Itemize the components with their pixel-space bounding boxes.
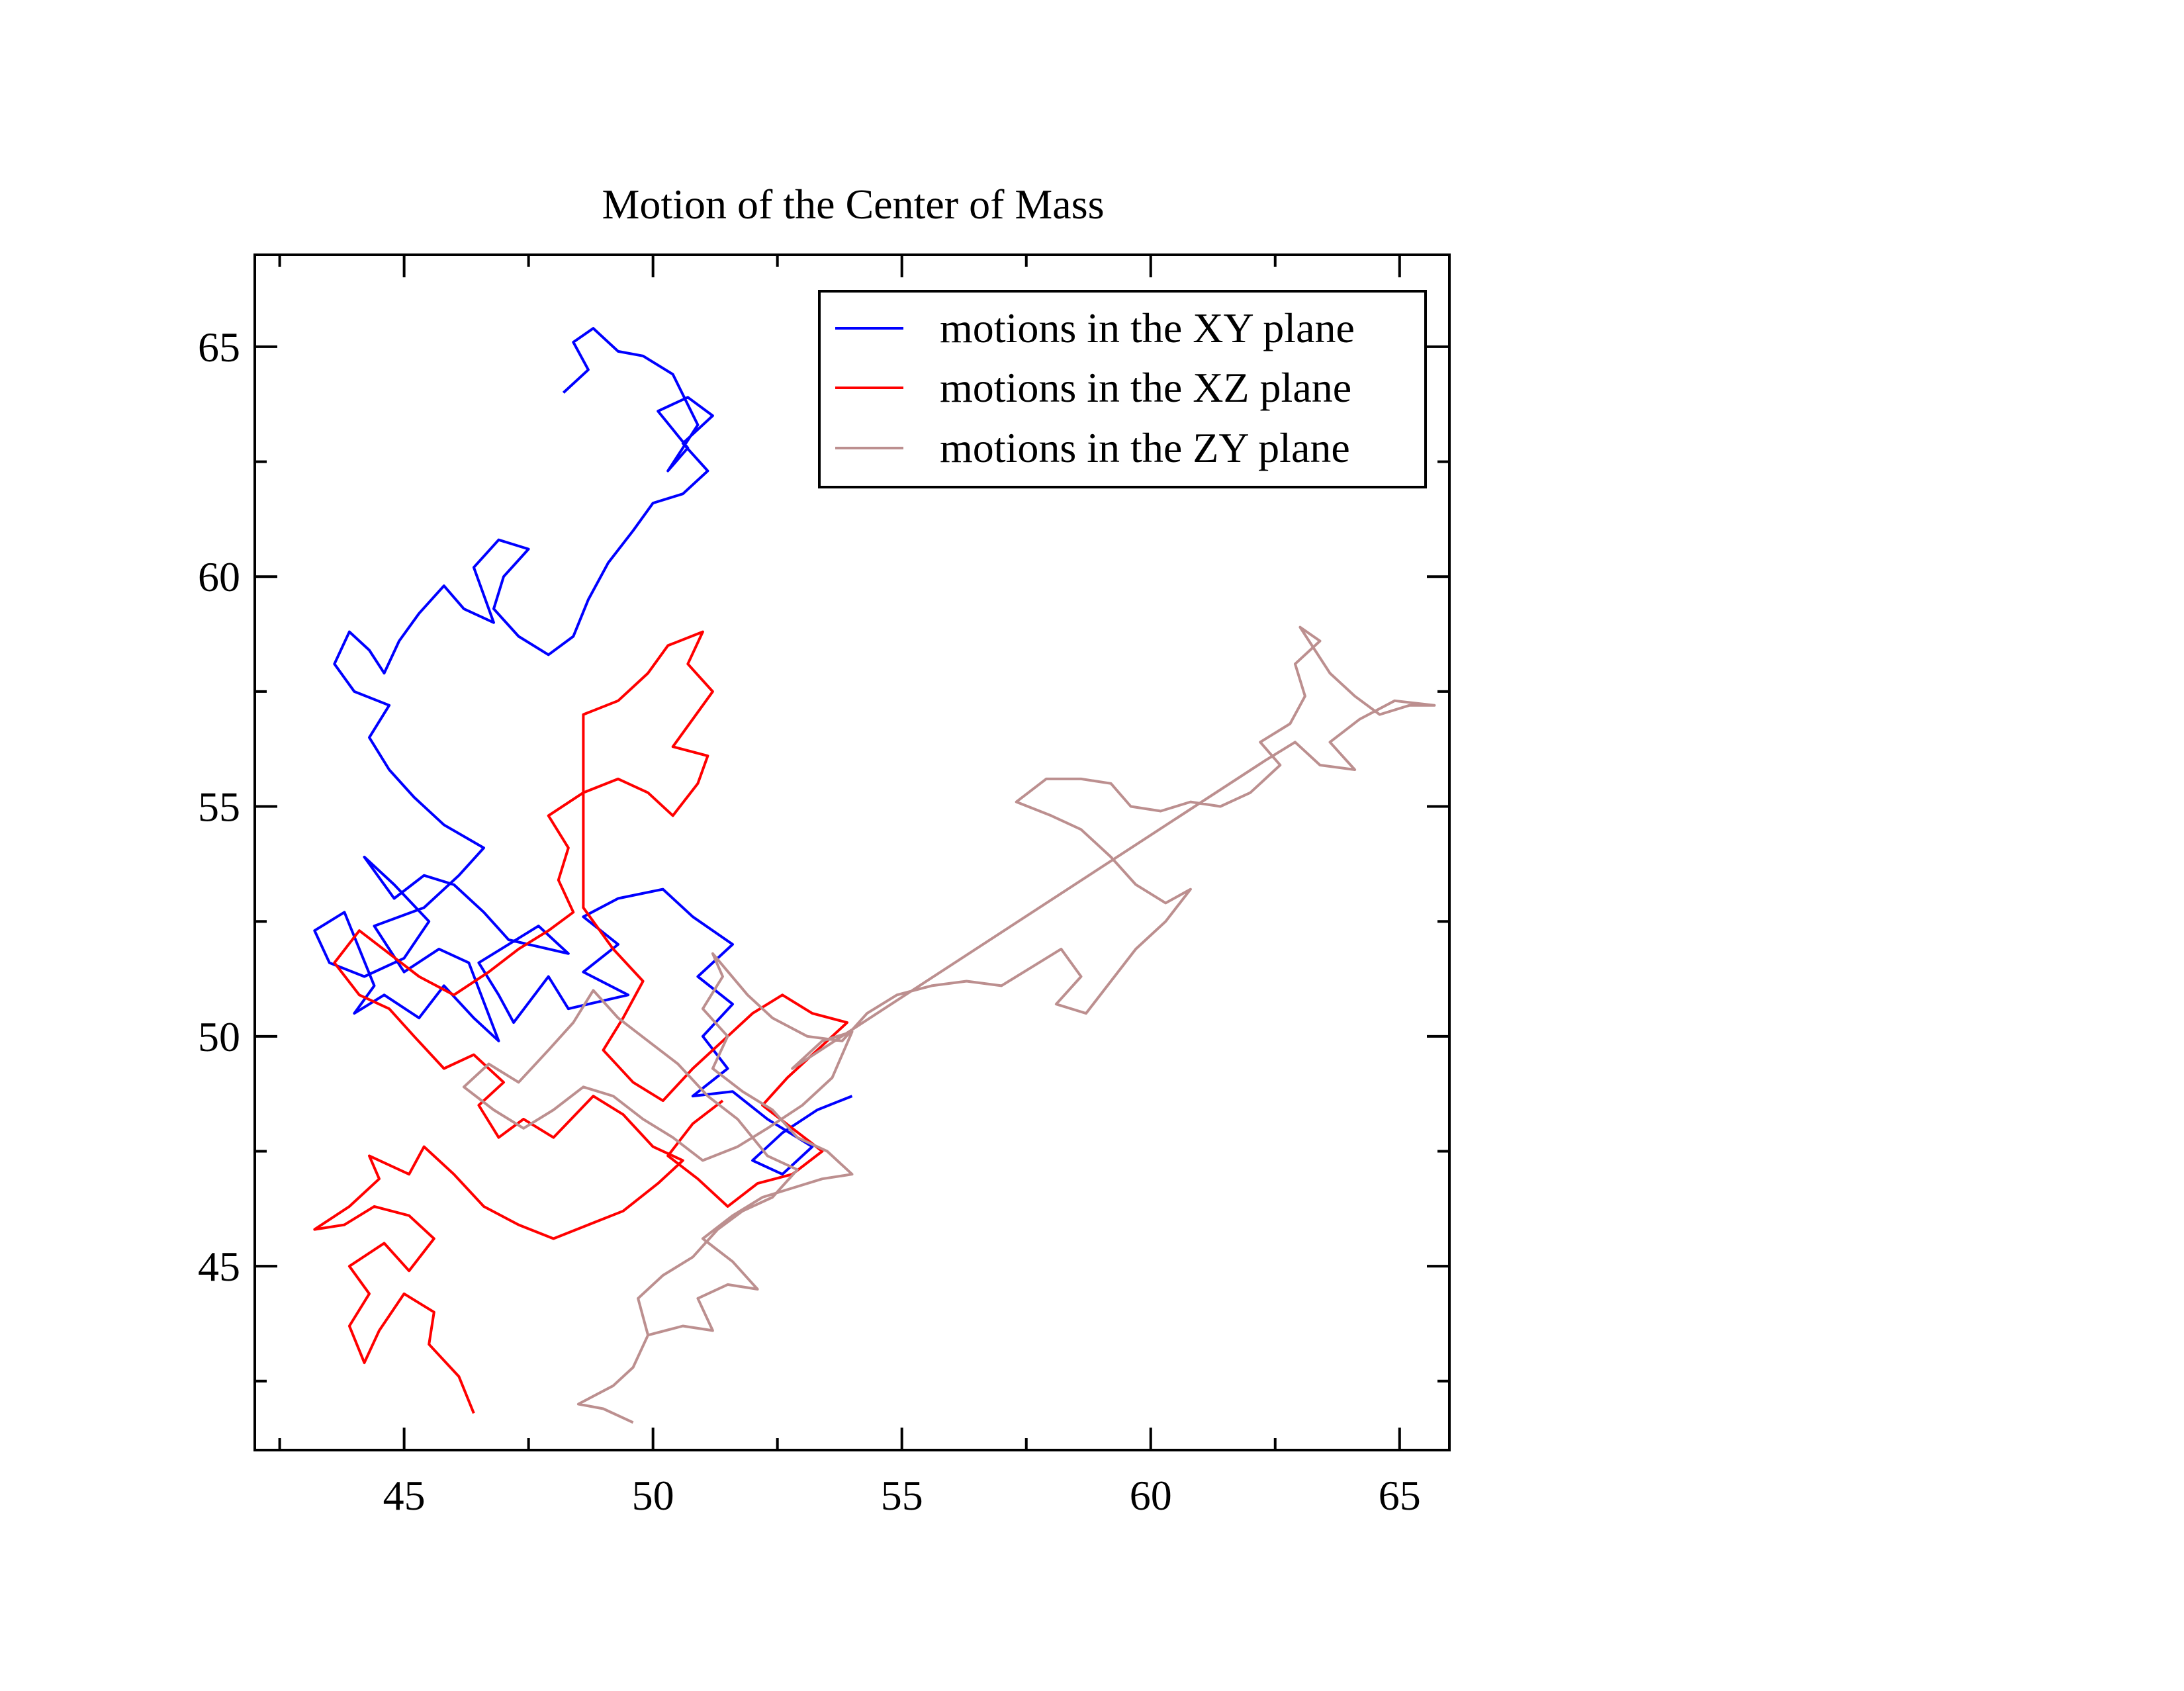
y-tick-label: 50	[198, 1013, 240, 1060]
x-tick-label: 55	[881, 1472, 923, 1519]
legend-box	[818, 290, 1427, 488]
series-line-2	[313, 630, 848, 1414]
series-layer	[313, 327, 1436, 1424]
y-tick-label: 45	[198, 1243, 240, 1290]
chart-title: Motion of the Center of Mass	[602, 181, 1105, 228]
legend-label-xz: motions in the XZ plane	[940, 364, 1351, 411]
x-tick-label: 45	[383, 1472, 426, 1519]
series-line-3	[462, 625, 1436, 1424]
axis-layer: 45 50 55 60 65 45 50 55 60 65	[198, 255, 1449, 1519]
y-tick-label: 65	[198, 324, 240, 371]
x-tick-label: 50	[632, 1472, 674, 1519]
series-line-1	[313, 327, 853, 1176]
legend-label-xy: motions in the XY plane	[940, 304, 1355, 351]
plot-frame	[253, 253, 1451, 1451]
y-tick-label: 60	[198, 553, 240, 600]
x-tick-label: 65	[1379, 1472, 1421, 1519]
legend: motions in the XY plane motions in the X…	[818, 290, 1427, 488]
y-tick-label: 55	[198, 784, 240, 831]
x-tick-label: 60	[1130, 1472, 1172, 1519]
legend-label-zy: motions in the ZY plane	[940, 424, 1350, 471]
